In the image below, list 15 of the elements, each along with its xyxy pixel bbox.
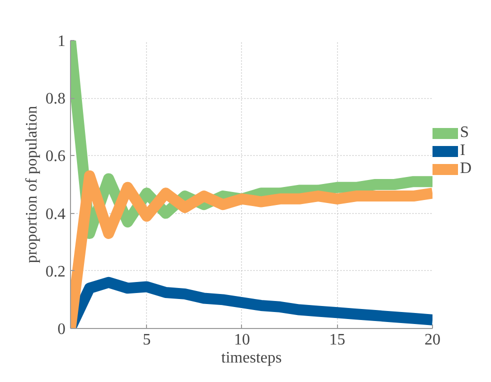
- y-axis-title: proportion of population: [24, 106, 40, 264]
- x-tick-label: 10: [234, 332, 250, 348]
- y-tick-label: 0.4: [46, 206, 66, 223]
- y-tick-label: 0: [58, 321, 66, 338]
- x-tick-label: 15: [329, 332, 346, 348]
- legend-label: I: [460, 142, 466, 160]
- y-tick-label: 0.2: [46, 263, 66, 280]
- legend-label: S: [460, 124, 470, 142]
- y-tick-label: 1: [58, 33, 66, 50]
- legend-label: D: [460, 160, 473, 178]
- y-tick-label: 0.8: [46, 90, 66, 108]
- x-tick-label: 20: [424, 332, 440, 348]
- x-axis-title: timesteps: [221, 350, 282, 366]
- y-tick-label: 0.6: [46, 148, 66, 166]
- x-tick-label: 5: [142, 332, 151, 348]
